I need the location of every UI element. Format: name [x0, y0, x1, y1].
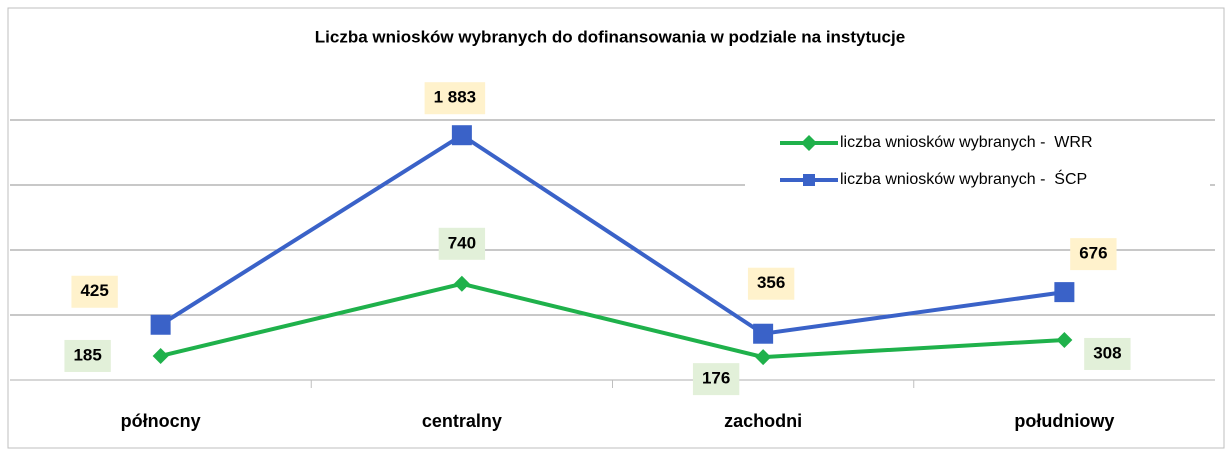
data-label: 425 [80, 281, 108, 300]
data-label-box [424, 82, 486, 115]
data-label: 176 [702, 369, 730, 388]
data-label-box [692, 363, 740, 396]
x-tick-label: północny [121, 411, 201, 431]
data-point [451, 125, 472, 146]
legend-marker [803, 174, 815, 186]
data-label-box [1084, 337, 1131, 370]
data-point [453, 275, 470, 292]
data-label: 308 [1093, 343, 1121, 362]
data-label-box [64, 339, 111, 372]
data-label: 676 [1079, 244, 1107, 263]
data-point [1056, 331, 1073, 348]
data-label: 1 883 [434, 88, 477, 107]
legend-label: liczba wniosków wybranych - ŚCP [840, 169, 1087, 188]
chart-border [7, 7, 1225, 449]
data-point [753, 323, 774, 344]
data-point [150, 314, 171, 335]
x-tick-label: południowy [1014, 411, 1114, 431]
data-label-box [438, 227, 486, 260]
series-line [159, 132, 1065, 336]
data-label: 356 [757, 273, 785, 292]
data-point [1054, 282, 1075, 303]
data-point [755, 349, 772, 366]
data-label-box [71, 275, 118, 308]
legend-label: liczba wniosków wybranych - WRR [840, 134, 1093, 151]
data-label-box [1070, 238, 1117, 271]
data-label: 740 [448, 233, 476, 252]
legend-marker [801, 135, 817, 151]
data-label-box [747, 267, 795, 300]
chart-title: Liczba wniosków wybranych do dofinansowa… [315, 27, 905, 46]
series-line [160, 281, 1065, 360]
legend-box [745, 122, 1210, 188]
x-tick-label: centralny [422, 411, 502, 431]
data-point [152, 347, 169, 364]
data-label: 185 [73, 345, 101, 364]
x-tick-label: zachodni [724, 411, 802, 431]
